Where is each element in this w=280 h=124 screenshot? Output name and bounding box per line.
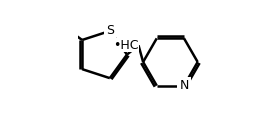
Text: N: N [179, 79, 189, 92]
Text: S: S [106, 24, 114, 37]
Text: •HC: •HC [113, 39, 139, 52]
